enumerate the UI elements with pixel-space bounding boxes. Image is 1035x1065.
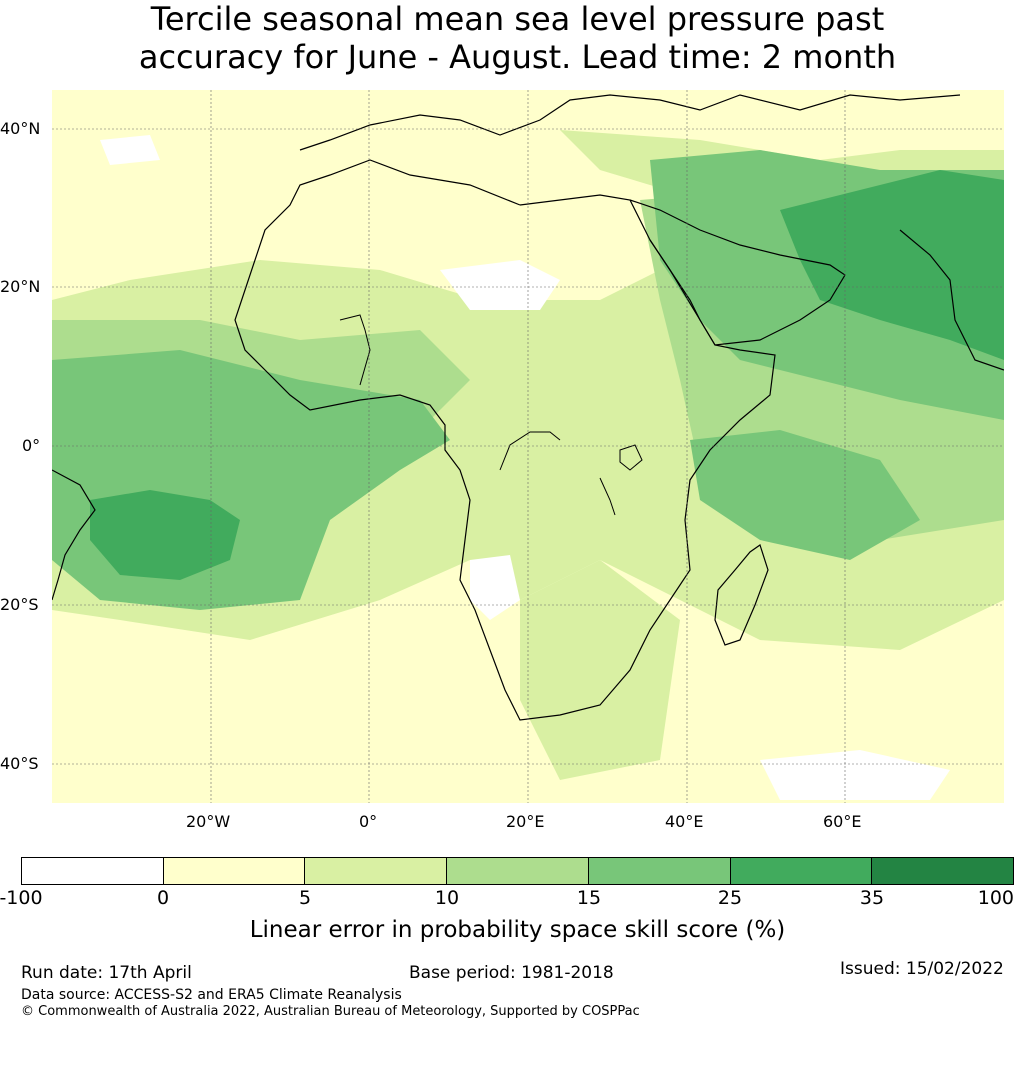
south-america-coastline — [52, 469, 96, 601]
skill-score-map — [52, 90, 1004, 803]
copyright: © Commonwealth of Australia 2022, Austra… — [21, 1004, 640, 1019]
skill-zone-white-1 — [440, 260, 560, 310]
colorbar-tick: -100 — [0, 887, 43, 909]
india-coastline — [899, 229, 1004, 371]
lat-label-40s: 40°S — [0, 754, 39, 773]
lat-label-20n: 20°N — [0, 277, 41, 296]
colorbar-tick: 25 — [717, 887, 743, 909]
run-date: Run date: 17th April — [21, 963, 192, 983]
lon-label-20e: 20°E — [506, 812, 545, 831]
colorbar-segment — [447, 858, 589, 884]
skill-zone-white-3 — [760, 750, 950, 800]
map-title: Tercile seasonal mean sea level pressure… — [0, 0, 1035, 76]
colorbar-segment — [22, 858, 164, 884]
niger-river — [339, 314, 371, 386]
lon-label-60e: 60°E — [823, 812, 862, 831]
lat-label-40n: 40°N — [0, 119, 41, 138]
base-period: Base period: 1981-2018 — [409, 963, 614, 983]
lon-label-40e: 40°E — [665, 812, 704, 831]
colorbar-label: Linear error in probability space skill … — [249, 917, 786, 943]
colorbar-tick: 5 — [298, 887, 312, 909]
colorbar-tick: 0 — [156, 887, 170, 909]
lake-tanganyika — [599, 477, 616, 516]
congo-river — [499, 431, 561, 471]
colorbar-segment — [730, 858, 873, 884]
colorbar — [21, 857, 1014, 885]
lat-label-20s: 20°S — [0, 595, 39, 614]
skill-zone-dark-atlantic — [90, 490, 240, 580]
madagascar-coastline — [714, 544, 769, 646]
arabia-coastline — [629, 199, 846, 346]
data-source: Data source: ACCESS-S2 and ERA5 Climate … — [21, 987, 402, 1003]
colorbar-tick: 10 — [434, 887, 460, 909]
skill-zone-white-4 — [100, 135, 160, 165]
colorbar-tick: 35 — [859, 887, 885, 909]
colorbar-segment — [588, 858, 731, 884]
lat-label-0: 0° — [22, 436, 41, 455]
europe-coastline — [299, 94, 961, 151]
issued-date: Issued: 15/02/2022 — [840, 959, 1004, 979]
colorbar-segment — [163, 858, 306, 884]
title-line-2: accuracy for June - August. Lead time: 2… — [138, 38, 897, 76]
africa-coastline — [234, 159, 776, 721]
colorbar-tick: 15 — [576, 887, 602, 909]
title-line-1: Tercile seasonal mean sea level pressure… — [150, 0, 885, 38]
lon-label-0: 0° — [359, 812, 378, 831]
skill-zone-white-2 — [470, 555, 520, 620]
colorbar-segment — [305, 858, 448, 884]
skill-zone-light-south — [520, 560, 680, 780]
lon-label-20w: 20°W — [186, 812, 231, 831]
colorbar-segment — [872, 858, 1014, 884]
gridlines — [52, 90, 1004, 803]
skill-zone-green-indian — [690, 430, 920, 560]
skill-zone-dark-asia — [780, 170, 1004, 360]
colorbar-tick: 100 — [977, 887, 1014, 909]
